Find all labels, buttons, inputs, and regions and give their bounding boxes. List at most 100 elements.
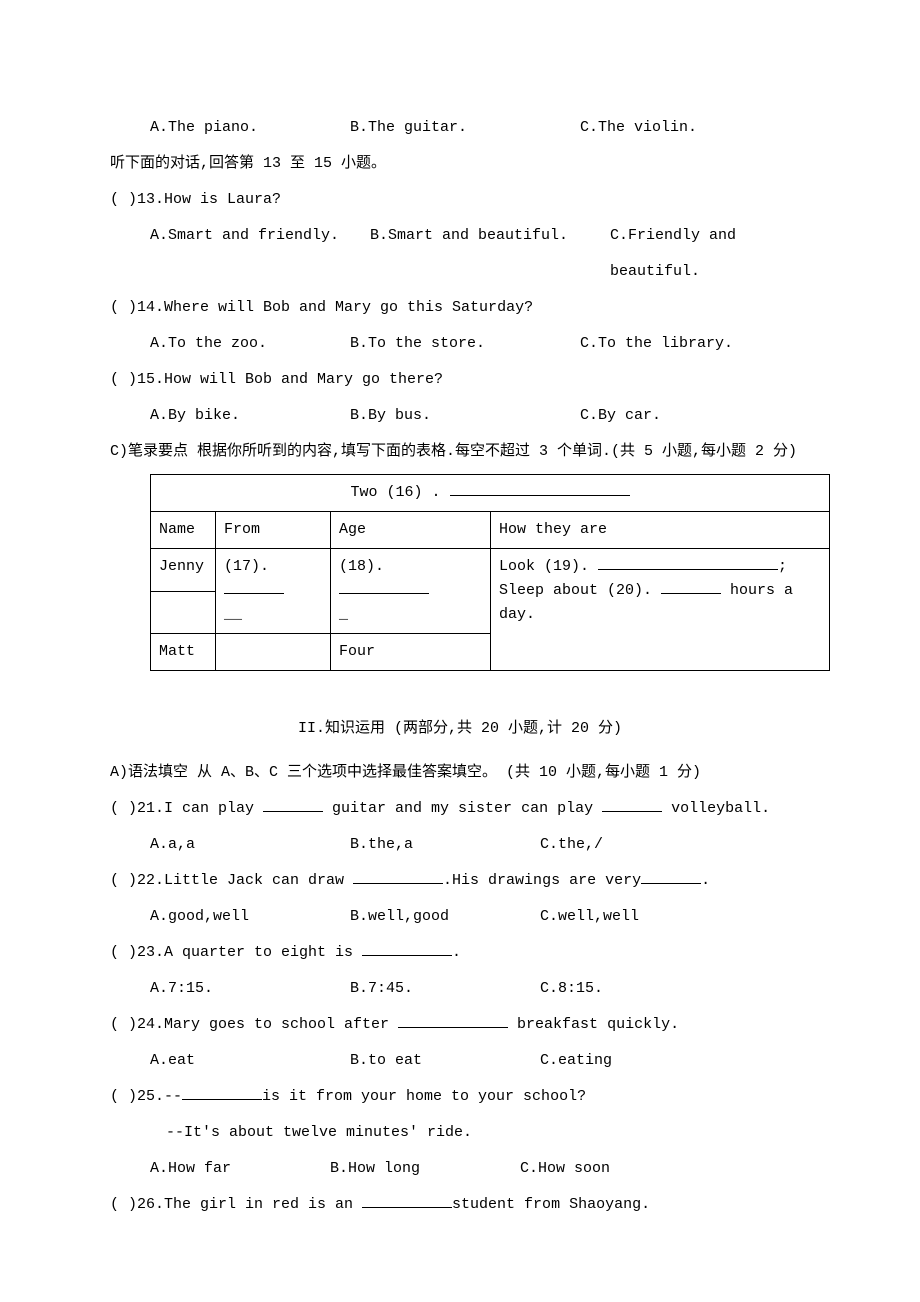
cell-18-prefix: (18). xyxy=(339,558,384,575)
q13-option-c: C.Friendly and beautiful. xyxy=(610,218,810,290)
q26-stem: ( )26.The girl in red is an student from… xyxy=(110,1187,810,1223)
q15-stem: ( )15.How will Bob and Mary go there? xyxy=(110,362,810,398)
q25-stem: ( )25.-- is it from your home to your sch… xyxy=(110,1079,810,1115)
q21-pre: ( )21.I can play xyxy=(110,800,263,817)
q25-pre: ( )25.-- xyxy=(110,1088,182,1105)
q23-stem: ( )23.A quarter to eight is . xyxy=(110,935,810,971)
q15-option-a: A.By bike. xyxy=(150,398,350,434)
empty-name-cell xyxy=(151,591,216,634)
q24-option-b: B.to eat xyxy=(350,1043,540,1079)
col-age-header: Age xyxy=(331,512,491,549)
q12-option-a: A.The piano. xyxy=(150,110,350,146)
q26-post: student from Shaoyang. xyxy=(452,1196,650,1213)
q14-option-a: A.To the zoo. xyxy=(150,326,350,362)
q13-option-a: A.Smart and friendly. xyxy=(150,218,370,290)
q22-pre: ( )22.Little Jack can draw xyxy=(110,872,353,889)
blank-16[interactable] xyxy=(450,481,630,496)
q21-option-a: A.a,a xyxy=(150,827,350,863)
section-c-intro: C)笔录要点 根据你所听到的内容,填写下面的表格.每空不超过 3 个单词.(共 … xyxy=(110,434,810,470)
q14-options: A.To the zoo. B.To the store. C.To the l… xyxy=(110,326,810,362)
q21-blank2[interactable] xyxy=(602,797,662,812)
q26-blank[interactable] xyxy=(362,1193,452,1208)
q22-option-a: A.good,well xyxy=(150,899,350,935)
cell-day: day. xyxy=(499,606,535,623)
q21-option-c: C.the,/ xyxy=(540,827,810,863)
q25-post: is it from your home to your school? xyxy=(262,1088,586,1105)
q24-pre: ( )24.Mary goes to school after xyxy=(110,1016,398,1033)
q12-options: A.The piano. B.The guitar. C.The violin. xyxy=(110,110,810,146)
q25-option-a: A.How far xyxy=(150,1151,330,1187)
matt-from xyxy=(216,634,331,671)
cell-17-prefix: (17). xyxy=(224,558,269,575)
q21-blank1[interactable] xyxy=(263,797,323,812)
dialog-intro: 听下面的对话,回答第 13 至 15 小题。 xyxy=(110,146,810,182)
col-how-header: How they are xyxy=(491,512,830,549)
q24-blank[interactable] xyxy=(398,1013,508,1028)
section2-title: II.知识运用 (两部分,共 20 小题,计 20 分) xyxy=(110,711,810,747)
q24-post: breakfast quickly. xyxy=(508,1016,679,1033)
q15-option-b: B.By bus. xyxy=(350,398,580,434)
jenny-name: Jenny xyxy=(151,549,216,592)
q14-stem: ( )14.Where will Bob and Mary go this Sa… xyxy=(110,290,810,326)
blank-18[interactable] xyxy=(339,579,429,594)
q22-option-c: C.well,well xyxy=(540,899,810,935)
blank-20[interactable] xyxy=(661,579,721,594)
q14-option-b: B.To the store. xyxy=(350,326,580,362)
q12-option-c: C.The violin. xyxy=(580,110,810,146)
q23-blank[interactable] xyxy=(362,941,452,956)
q12-option-b: B.The guitar. xyxy=(350,110,580,146)
q23-option-b: B.7:45. xyxy=(350,971,540,1007)
matt-name: Matt xyxy=(151,634,216,671)
q25-options: A.How far B.How long C.How soon xyxy=(110,1151,810,1187)
col-name-header: Name xyxy=(151,512,216,549)
q22-mid: .His drawings are very xyxy=(443,872,641,889)
q25-option-c: C.How soon xyxy=(520,1151,810,1187)
q15-option-c: C.By car. xyxy=(580,398,810,434)
q13-stem: ( )13.How is Laura? xyxy=(110,182,810,218)
q24-stem: ( )24.Mary goes to school after breakfas… xyxy=(110,1007,810,1043)
q26-pre: ( )26.The girl in red is an xyxy=(110,1196,362,1213)
cell-20-prefix: Sleep about (20). xyxy=(499,582,661,599)
q22-post: . xyxy=(701,872,710,889)
q25-line2: --It's about twelve minutes' ride. xyxy=(110,1115,810,1151)
q21-mid: guitar and my sister can play xyxy=(323,800,602,817)
cell-20-suffix: hours a xyxy=(721,582,793,599)
matt-age: Four xyxy=(331,634,491,671)
cell-17: (17). __ xyxy=(216,549,331,634)
q13-options: A.Smart and friendly. B.Smart and beauti… xyxy=(110,218,810,290)
q24-option-a: A.eat xyxy=(150,1043,350,1079)
listening-table: Two (16) . Name From Age How they are Je… xyxy=(150,474,830,671)
q23-options: A.7:15. B.7:45. C.8:15. xyxy=(110,971,810,1007)
q21-post: volleyball. xyxy=(662,800,770,817)
cell-19-prefix: Look (19). xyxy=(499,558,598,575)
q23-post: . xyxy=(452,944,461,961)
q22-blank1[interactable] xyxy=(353,869,443,884)
q23-option-a: A.7:15. xyxy=(150,971,350,1007)
table-header-cell: Two (16) . xyxy=(151,475,830,512)
q22-option-b: B.well,good xyxy=(350,899,540,935)
blank-17[interactable] xyxy=(224,579,284,594)
cell-19-20: Look (19). ; Sleep about (20). hours a d… xyxy=(491,549,830,671)
cell-18-suffix: _ xyxy=(339,606,348,623)
q22-blank2[interactable] xyxy=(641,869,701,884)
cell-19-suffix: ; xyxy=(778,558,787,575)
q25-option-b: B.How long xyxy=(330,1151,520,1187)
q23-option-c: C.8:15. xyxy=(540,971,810,1007)
col-from-header: From xyxy=(216,512,331,549)
cell-17-suffix: __ xyxy=(224,606,242,623)
q21-stem: ( )21.I can play guitar and my sister ca… xyxy=(110,791,810,827)
q24-options: A.eat B.to eat C.eating xyxy=(110,1043,810,1079)
q13-option-b: B.Smart and beautiful. xyxy=(370,218,610,290)
q22-stem: ( )22.Little Jack can draw .His drawings… xyxy=(110,863,810,899)
q24-option-c: C.eating xyxy=(540,1043,810,1079)
blank-19[interactable] xyxy=(598,555,778,570)
q21-option-b: B.the,a xyxy=(350,827,540,863)
section2-a-intro: A)语法填空 从 A、B、C 三个选项中选择最佳答案填空。 (共 10 小题,每… xyxy=(110,755,810,791)
q23-pre: ( )23.A quarter to eight is xyxy=(110,944,362,961)
q22-options: A.good,well B.well,good C.well,well xyxy=(110,899,810,935)
q14-option-c: C.To the library. xyxy=(580,326,810,362)
q25-blank[interactable] xyxy=(182,1085,262,1100)
cell-18: (18). _ xyxy=(331,549,491,634)
q21-options: A.a,a B.the,a C.the,/ xyxy=(110,827,810,863)
table-header-prefix: Two (16) . xyxy=(350,484,449,501)
